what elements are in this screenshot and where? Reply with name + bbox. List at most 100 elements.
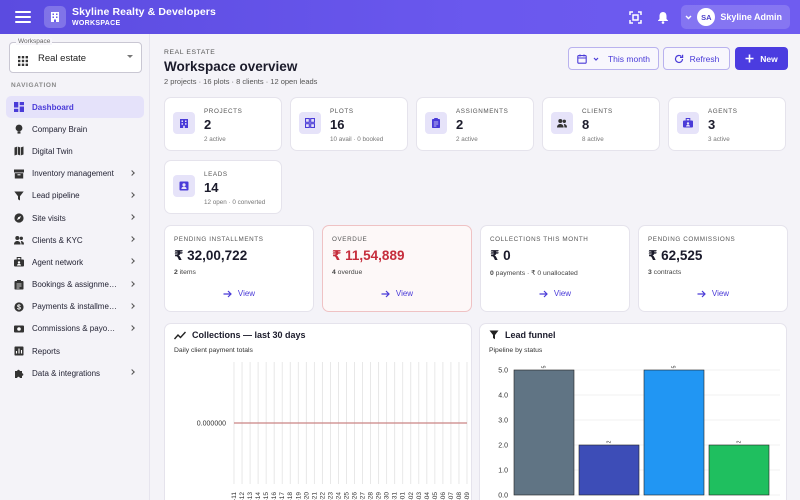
view-link[interactable]: View xyxy=(165,289,313,298)
x-tick-label: -31 xyxy=(392,492,399,500)
x-tick-label: -18 xyxy=(287,492,294,500)
refresh-label: Refresh xyxy=(689,53,720,64)
sidebar-item-label: Company Brain xyxy=(32,124,88,134)
workspace-select[interactable]: Workspace Real estate xyxy=(9,38,142,73)
funnel-bar xyxy=(578,444,640,496)
collections-panel-header: Collections — last 30 days xyxy=(174,330,306,340)
finance-count-label: overdue xyxy=(335,269,363,276)
finance-card-pending-commissions: PENDING COMMISSIONS ₹ 62,525 3 contracts Vi… xyxy=(638,225,788,312)
avatar: SA xyxy=(697,8,716,26)
finance-label: OVERDUE xyxy=(332,236,368,243)
booking-icon xyxy=(14,279,24,290)
calendar-icon xyxy=(577,54,587,64)
view-link[interactable]: View xyxy=(323,289,471,298)
x-tick-label: -05 xyxy=(432,492,439,500)
chevron-right-icon xyxy=(129,325,135,331)
chevron-right-icon xyxy=(129,214,135,220)
sidebar: Workspace Real estate NAVIGATION Dashboa… xyxy=(0,34,150,500)
stat-card-agents[interactable]: AGENTS 3 3 active xyxy=(668,97,786,151)
sidebar-item-payments-installme[interactable]: $ Payments & installme… xyxy=(6,296,144,318)
finance-subtext: 4 overdue xyxy=(332,269,362,276)
arrow-right-icon xyxy=(381,290,390,297)
plus-icon xyxy=(745,54,754,63)
new-button[interactable]: New xyxy=(735,47,788,70)
stat-card-projects[interactable]: PROJECTS 2 2 active xyxy=(164,97,282,151)
sidebar-item-dashboard[interactable]: Dashboard xyxy=(6,96,144,119)
view-link[interactable]: View xyxy=(639,289,787,298)
finance-value: ₹ 62,525 xyxy=(648,248,703,263)
clipboard-icon xyxy=(425,112,447,134)
lead-funnel-subtitle: Pipeline by status xyxy=(489,347,543,354)
y-tick-label: 3.0 xyxy=(498,418,508,425)
sidebar-item-label: Bookings & assignme… xyxy=(32,280,117,290)
chevron-right-icon xyxy=(129,169,135,176)
stat-card-plots[interactable]: PLOTS 16 10 avail · 0 booked xyxy=(290,97,408,151)
finance-label: PENDING COMMISSIONS xyxy=(648,236,736,243)
refresh-icon xyxy=(674,54,684,64)
sidebar-item-lead-pipeline[interactable]: Lead pipeline xyxy=(6,185,144,207)
x-tick-label: -11 xyxy=(231,492,238,500)
x-tick-label: -16 xyxy=(271,492,278,500)
stat-subtext: 8 active xyxy=(582,136,604,143)
stat-subtext: 2 active xyxy=(456,136,478,143)
refresh-button[interactable]: Refresh xyxy=(663,47,730,70)
arrow-right-icon xyxy=(539,290,548,297)
y-tick-label: 1.0 xyxy=(498,468,508,475)
y-tick-label: 0.000000 xyxy=(197,421,226,428)
view-link[interactable]: View xyxy=(481,289,629,298)
sidebar-item-label: Lead pipeline xyxy=(32,191,80,201)
view-link-label: View xyxy=(711,289,730,298)
view-link-label: View xyxy=(237,289,256,298)
sidebar-item-digital-twin[interactable]: Digital Twin xyxy=(6,140,144,162)
notification-bell-icon[interactable] xyxy=(653,7,673,27)
x-tick-label: -07 xyxy=(448,492,455,500)
building-icon xyxy=(173,112,195,134)
x-tick-label: -08 xyxy=(456,492,463,500)
arrow-right-icon xyxy=(223,290,232,297)
sidebar-item-clients-kyc[interactable]: Clients & KYC xyxy=(6,229,144,251)
x-tick-label: -24 xyxy=(335,492,342,500)
collections-chart-panel: Collections — last 30 days Daily client … xyxy=(164,323,472,500)
sidebar-item-commissions-payo[interactable]: Commissions & payo… xyxy=(6,318,144,340)
finance-count-label: contracts xyxy=(651,269,682,276)
finance-value: ₹ 0 xyxy=(490,248,511,263)
sidebar-item-agent-network[interactable]: Agent network xyxy=(6,251,144,273)
stat-card-leads[interactable]: LEADS 14 12 open · 0 converted xyxy=(164,160,282,214)
finance-subtext: 2 items xyxy=(174,269,196,276)
sidebar-item-site-visits[interactable]: Site visits xyxy=(6,207,144,229)
caret-down-icon xyxy=(127,55,133,58)
x-tick-label: -13 xyxy=(247,492,254,500)
sidebar-item-inventory-management[interactable]: Inventory management xyxy=(6,163,144,185)
commission-icon xyxy=(14,324,24,334)
user-menu-button[interactable]: SA Skyline Admin xyxy=(681,5,790,29)
page-eyebrow: REAL ESTATE xyxy=(164,49,216,56)
nav-list: Dashboard Company Brain Digital Twin Invent… xyxy=(6,96,144,384)
finance-label: COLLECTIONS THIS MONTH xyxy=(490,236,589,243)
menu-icon[interactable] xyxy=(15,11,31,23)
finance-count-label: items xyxy=(177,269,196,276)
stat-card-clients[interactable]: CLIENTS 8 8 active xyxy=(542,97,660,151)
collections-panel-subtitle: Daily client payment totals xyxy=(174,347,253,354)
date-range-button[interactable]: This month xyxy=(568,47,659,70)
sidebar-item-reports[interactable]: Reports xyxy=(6,340,144,362)
filter-icon xyxy=(489,330,499,340)
funnel-icon xyxy=(14,191,24,201)
bar-value-label: 2 xyxy=(607,440,613,443)
finance-label: PENDING INSTALLMENTS xyxy=(174,236,264,243)
dashboard-icon xyxy=(14,102,24,113)
x-tick-label: -03 xyxy=(416,492,423,500)
scan-icon[interactable] xyxy=(625,7,645,27)
agent-icon xyxy=(14,257,24,267)
sidebar-item-label: Agent network xyxy=(32,257,84,267)
compass-icon xyxy=(14,213,24,223)
stat-card-assignments[interactable]: ASSIGNMENTS 2 2 active xyxy=(416,97,534,151)
x-tick-label: -21 xyxy=(311,492,318,500)
sidebar-item-data-integrations[interactable]: Data & integrations xyxy=(6,362,144,384)
sidebar-item-label: Site visits xyxy=(32,213,66,223)
reports-icon xyxy=(14,346,24,356)
sidebar-item-company-brain[interactable]: Company Brain xyxy=(6,118,144,140)
funnel-bar xyxy=(513,369,575,496)
brand-subtitle: WORKSPACE xyxy=(72,19,121,27)
collections-panel-title: Collections — last 30 days xyxy=(192,330,306,340)
sidebar-item-bookings-assignme[interactable]: Bookings & assignme… xyxy=(6,274,144,296)
